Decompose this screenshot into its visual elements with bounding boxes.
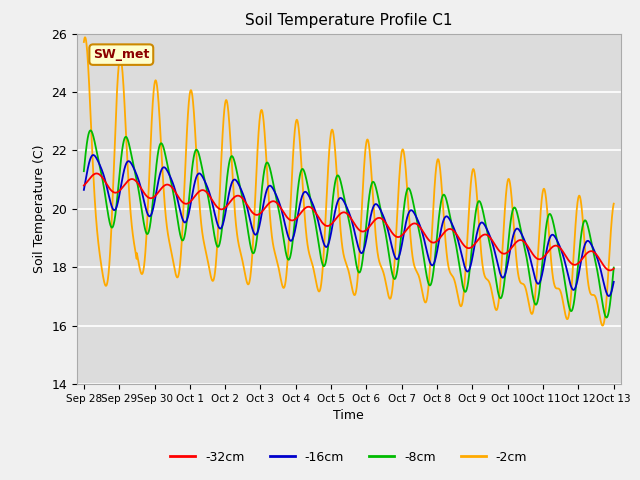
- -16cm: [141, 200, 148, 206]
- Y-axis label: Soil Temperature (C): Soil Temperature (C): [33, 144, 45, 273]
- -16cm: [605, 293, 612, 299]
- -8cm: [284, 255, 291, 261]
- Line: -8cm: -8cm: [84, 131, 614, 318]
- -16cm: [610, 279, 618, 285]
- -32cm: [172, 190, 180, 196]
- -32cm: [284, 215, 291, 220]
- X-axis label: Time: Time: [333, 409, 364, 422]
- -2cm: [284, 262, 291, 268]
- -32cm: [606, 267, 614, 273]
- -8cm: [600, 306, 607, 312]
- -2cm: [81, 35, 89, 40]
- -8cm: [141, 224, 148, 229]
- -8cm: [80, 168, 88, 174]
- -16cm: [543, 248, 550, 254]
- -8cm: [603, 315, 611, 321]
- Title: Soil Temperature Profile C1: Soil Temperature Profile C1: [245, 13, 452, 28]
- -32cm: [80, 182, 88, 188]
- -2cm: [600, 321, 607, 327]
- Line: -32cm: -32cm: [84, 173, 614, 270]
- -8cm: [87, 128, 95, 133]
- -32cm: [600, 263, 607, 268]
- Text: SW_met: SW_met: [93, 48, 150, 61]
- -16cm: [90, 152, 97, 158]
- -16cm: [600, 279, 607, 285]
- -8cm: [307, 194, 314, 200]
- -32cm: [93, 170, 100, 176]
- -8cm: [610, 264, 618, 270]
- -2cm: [141, 260, 148, 265]
- -2cm: [599, 323, 607, 328]
- -2cm: [610, 201, 618, 206]
- -32cm: [543, 251, 550, 257]
- Line: -16cm: -16cm: [84, 155, 614, 296]
- -32cm: [610, 266, 618, 272]
- -2cm: [543, 199, 550, 205]
- Line: -2cm: -2cm: [84, 37, 614, 325]
- -16cm: [307, 195, 314, 201]
- -32cm: [307, 204, 314, 210]
- -16cm: [80, 187, 88, 193]
- -8cm: [543, 222, 550, 228]
- -32cm: [141, 191, 148, 196]
- Legend: -32cm, -16cm, -8cm, -2cm: -32cm, -16cm, -8cm, -2cm: [165, 446, 532, 469]
- -2cm: [80, 39, 88, 45]
- -8cm: [172, 206, 180, 212]
- -2cm: [172, 272, 180, 278]
- -16cm: [284, 230, 291, 236]
- -2cm: [307, 254, 314, 260]
- -16cm: [172, 190, 180, 196]
